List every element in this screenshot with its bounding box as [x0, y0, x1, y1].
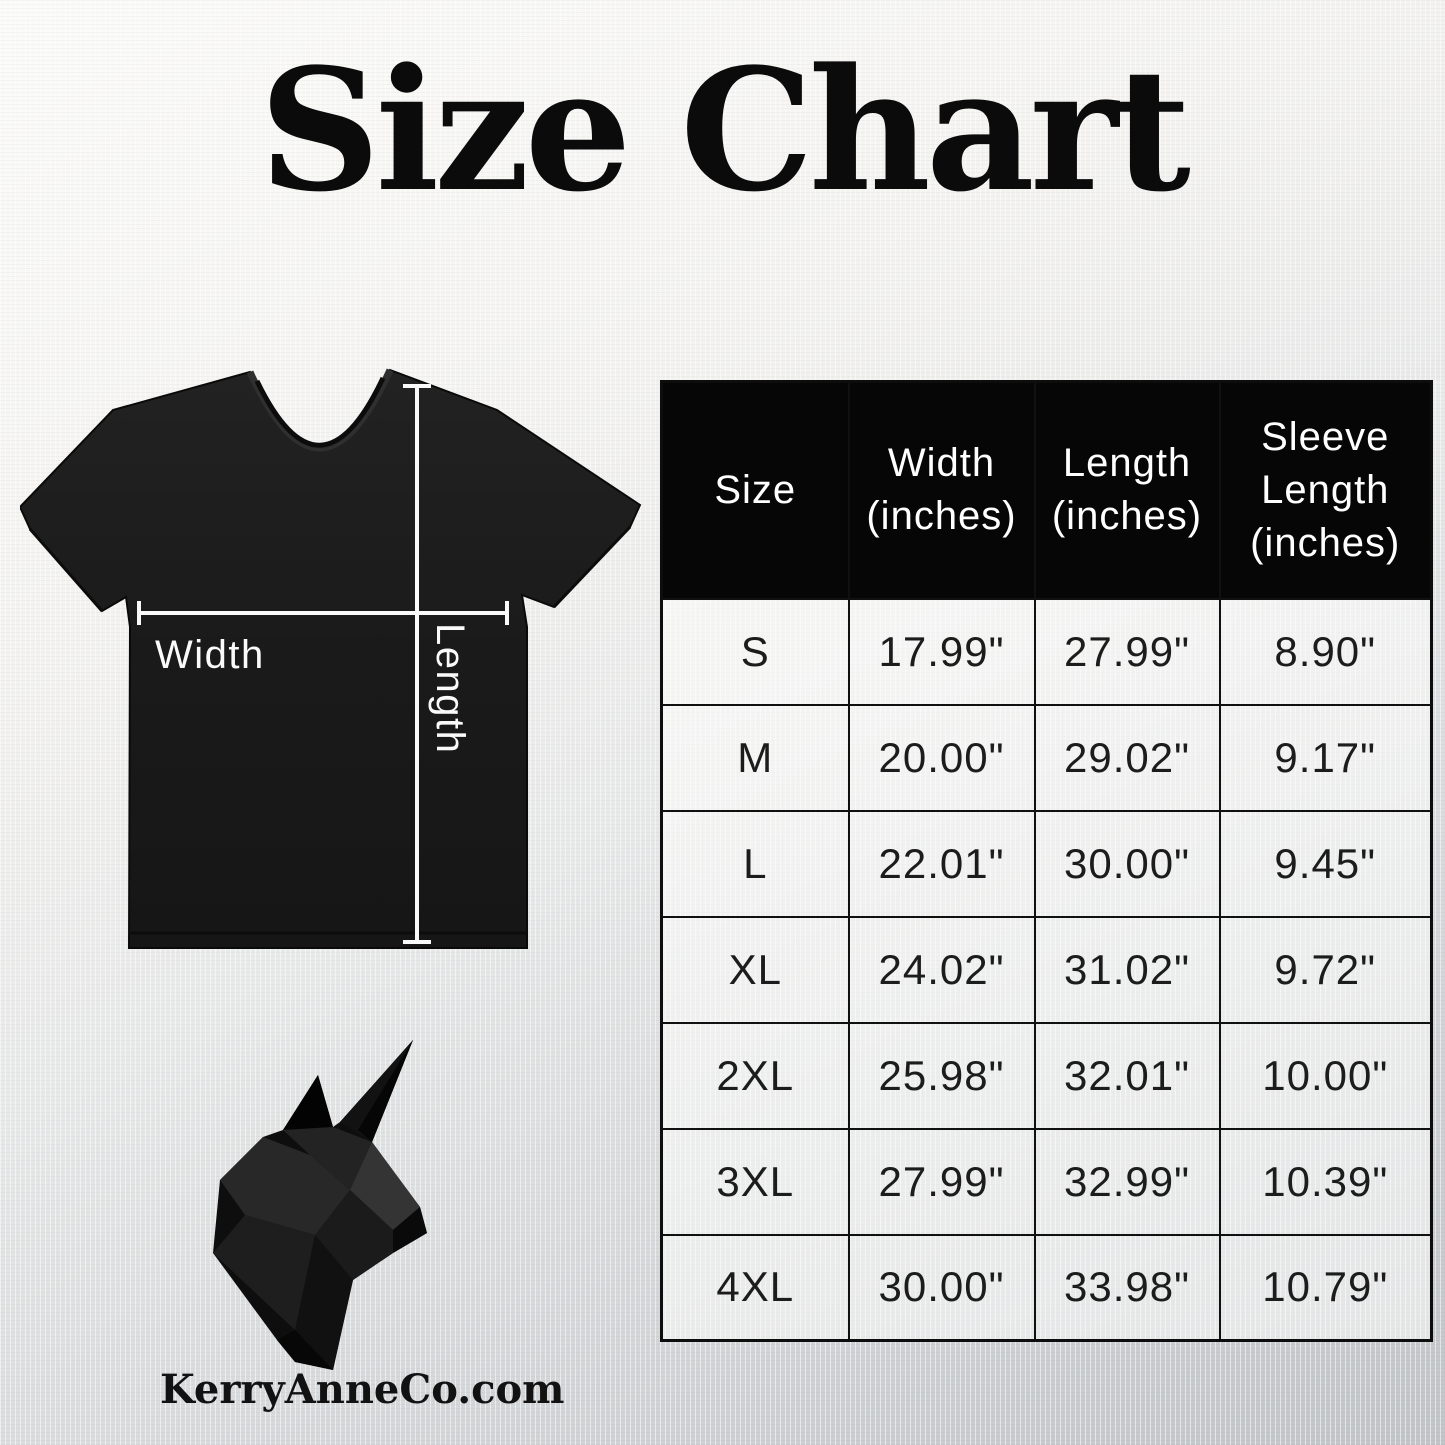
size-cell: L	[660, 809, 850, 918]
size-cell: S	[660, 597, 850, 706]
size-table-header-row: Size Width (inches) Length (inches) Slee…	[660, 380, 1433, 600]
sleeve-cell: 8.90"	[1218, 597, 1433, 706]
length-cell: 31.02"	[1033, 915, 1221, 1024]
table-row: 3XL 27.99" 32.99" 10.39"	[660, 1127, 1433, 1236]
length-cell: 29.02"	[1033, 703, 1221, 812]
width-cell: 17.99"	[847, 597, 1036, 706]
width-cell: 25.98"	[847, 1021, 1036, 1130]
size-cell: 3XL	[660, 1127, 850, 1236]
size-cell: 4XL	[660, 1233, 850, 1342]
width-cell: 20.00"	[847, 703, 1036, 812]
column-header-sleeve-length: Sleeve Length (inches)	[1218, 380, 1433, 600]
length-measure-line	[403, 384, 431, 944]
sleeve-cell: 10.79"	[1218, 1233, 1433, 1342]
column-header-length: Length (inches)	[1033, 380, 1221, 600]
table-row: XL 24.02" 31.02" 9.72"	[660, 915, 1433, 1024]
page-title: Size Chart	[259, 31, 1191, 229]
width-cell: 24.02"	[847, 915, 1036, 1024]
length-cell: 32.99"	[1033, 1127, 1221, 1236]
table-row: S 17.99" 27.99" 8.90"	[660, 597, 1433, 706]
width-cell: 27.99"	[847, 1127, 1036, 1236]
length-cell: 27.99"	[1033, 597, 1221, 706]
length-cell: 33.98"	[1033, 1233, 1221, 1342]
size-table: Size Width (inches) Length (inches) Slee…	[660, 380, 1433, 1342]
table-row: L 22.01" 30.00" 9.45"	[660, 809, 1433, 918]
sleeve-cell: 9.45"	[1218, 809, 1433, 918]
size-cell: M	[660, 703, 850, 812]
length-cell: 30.00"	[1033, 809, 1221, 918]
table-row: M 20.00" 29.02" 9.17"	[660, 703, 1433, 812]
width-measure-line	[137, 601, 509, 625]
tshirt-diagram: Width Length	[20, 365, 650, 955]
length-label: Length	[428, 623, 472, 755]
sleeve-cell: 9.17"	[1218, 703, 1433, 812]
table-row: 2XL 25.98" 32.01" 10.00"	[660, 1021, 1433, 1130]
sleeve-cell: 9.72"	[1218, 915, 1433, 1024]
brand-website-text: KerryAnneCo.com	[160, 1366, 565, 1413]
unicorn-origami-icon	[200, 1030, 440, 1380]
column-header-size: Size	[660, 380, 850, 600]
width-cell: 30.00"	[847, 1233, 1036, 1342]
sleeve-cell: 10.00"	[1218, 1021, 1433, 1130]
tshirt-image	[20, 368, 642, 949]
width-label: Width	[155, 633, 265, 677]
sleeve-cell: 10.39"	[1218, 1127, 1433, 1236]
size-cell: 2XL	[660, 1021, 850, 1130]
width-cell: 22.01"	[847, 809, 1036, 918]
column-header-width: Width (inches)	[847, 380, 1036, 600]
table-row: 4XL 30.00" 33.98" 10.79"	[660, 1233, 1433, 1342]
size-cell: XL	[660, 915, 850, 1024]
length-cell: 32.01"	[1033, 1021, 1221, 1130]
